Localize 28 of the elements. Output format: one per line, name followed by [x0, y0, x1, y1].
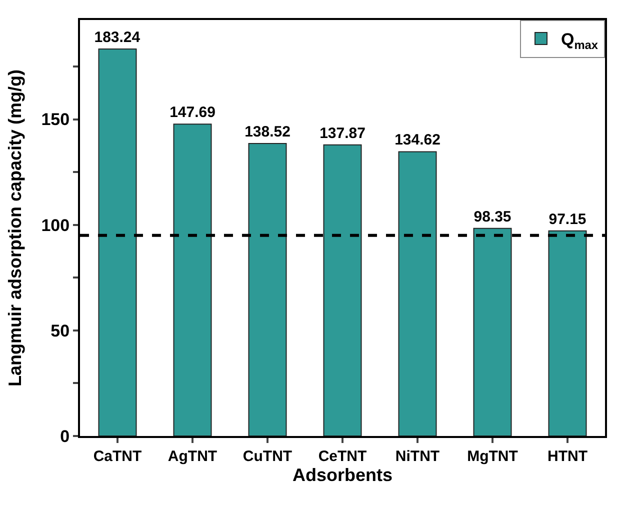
y-tick-label: 0 [60, 426, 70, 446]
bar [173, 124, 212, 436]
x-axis-title: Adsorbents [292, 465, 393, 485]
bar [548, 230, 587, 436]
x-tick-label: AgTNT [168, 448, 218, 465]
x-tick-label: CaTNT [93, 448, 142, 465]
data-label: 98.35 [474, 208, 512, 226]
y-tick-label: 50 [50, 321, 70, 340]
x-tick-label: HTNT [548, 448, 588, 465]
data-label: 97.15 [548, 210, 586, 228]
data-label: 183.24 [94, 29, 141, 46]
legend-label: Q$_{max}$ [561, 30, 598, 52]
data-label: 138.52 [244, 123, 290, 140]
data-label: 137.87 [320, 124, 366, 142]
bar [323, 144, 362, 436]
x-tick-label: CuTNT [242, 448, 292, 465]
bar [248, 142, 287, 436]
x-tick-label: NiTNT [395, 448, 440, 465]
y-axis-title: Langmuir adsorption capacity (mg/g) [4, 69, 25, 387]
bar [473, 228, 512, 436]
bar [398, 151, 437, 436]
bar [98, 48, 137, 436]
data-label: 147.69 [170, 104, 216, 122]
x-tick-label: CeTNT [318, 448, 367, 465]
y-tick-label: 100 [41, 216, 70, 235]
y-tick-label: 150 [41, 110, 70, 130]
data-label: 134.62 [394, 132, 440, 149]
x-tick-label: MgTNT [467, 448, 518, 465]
